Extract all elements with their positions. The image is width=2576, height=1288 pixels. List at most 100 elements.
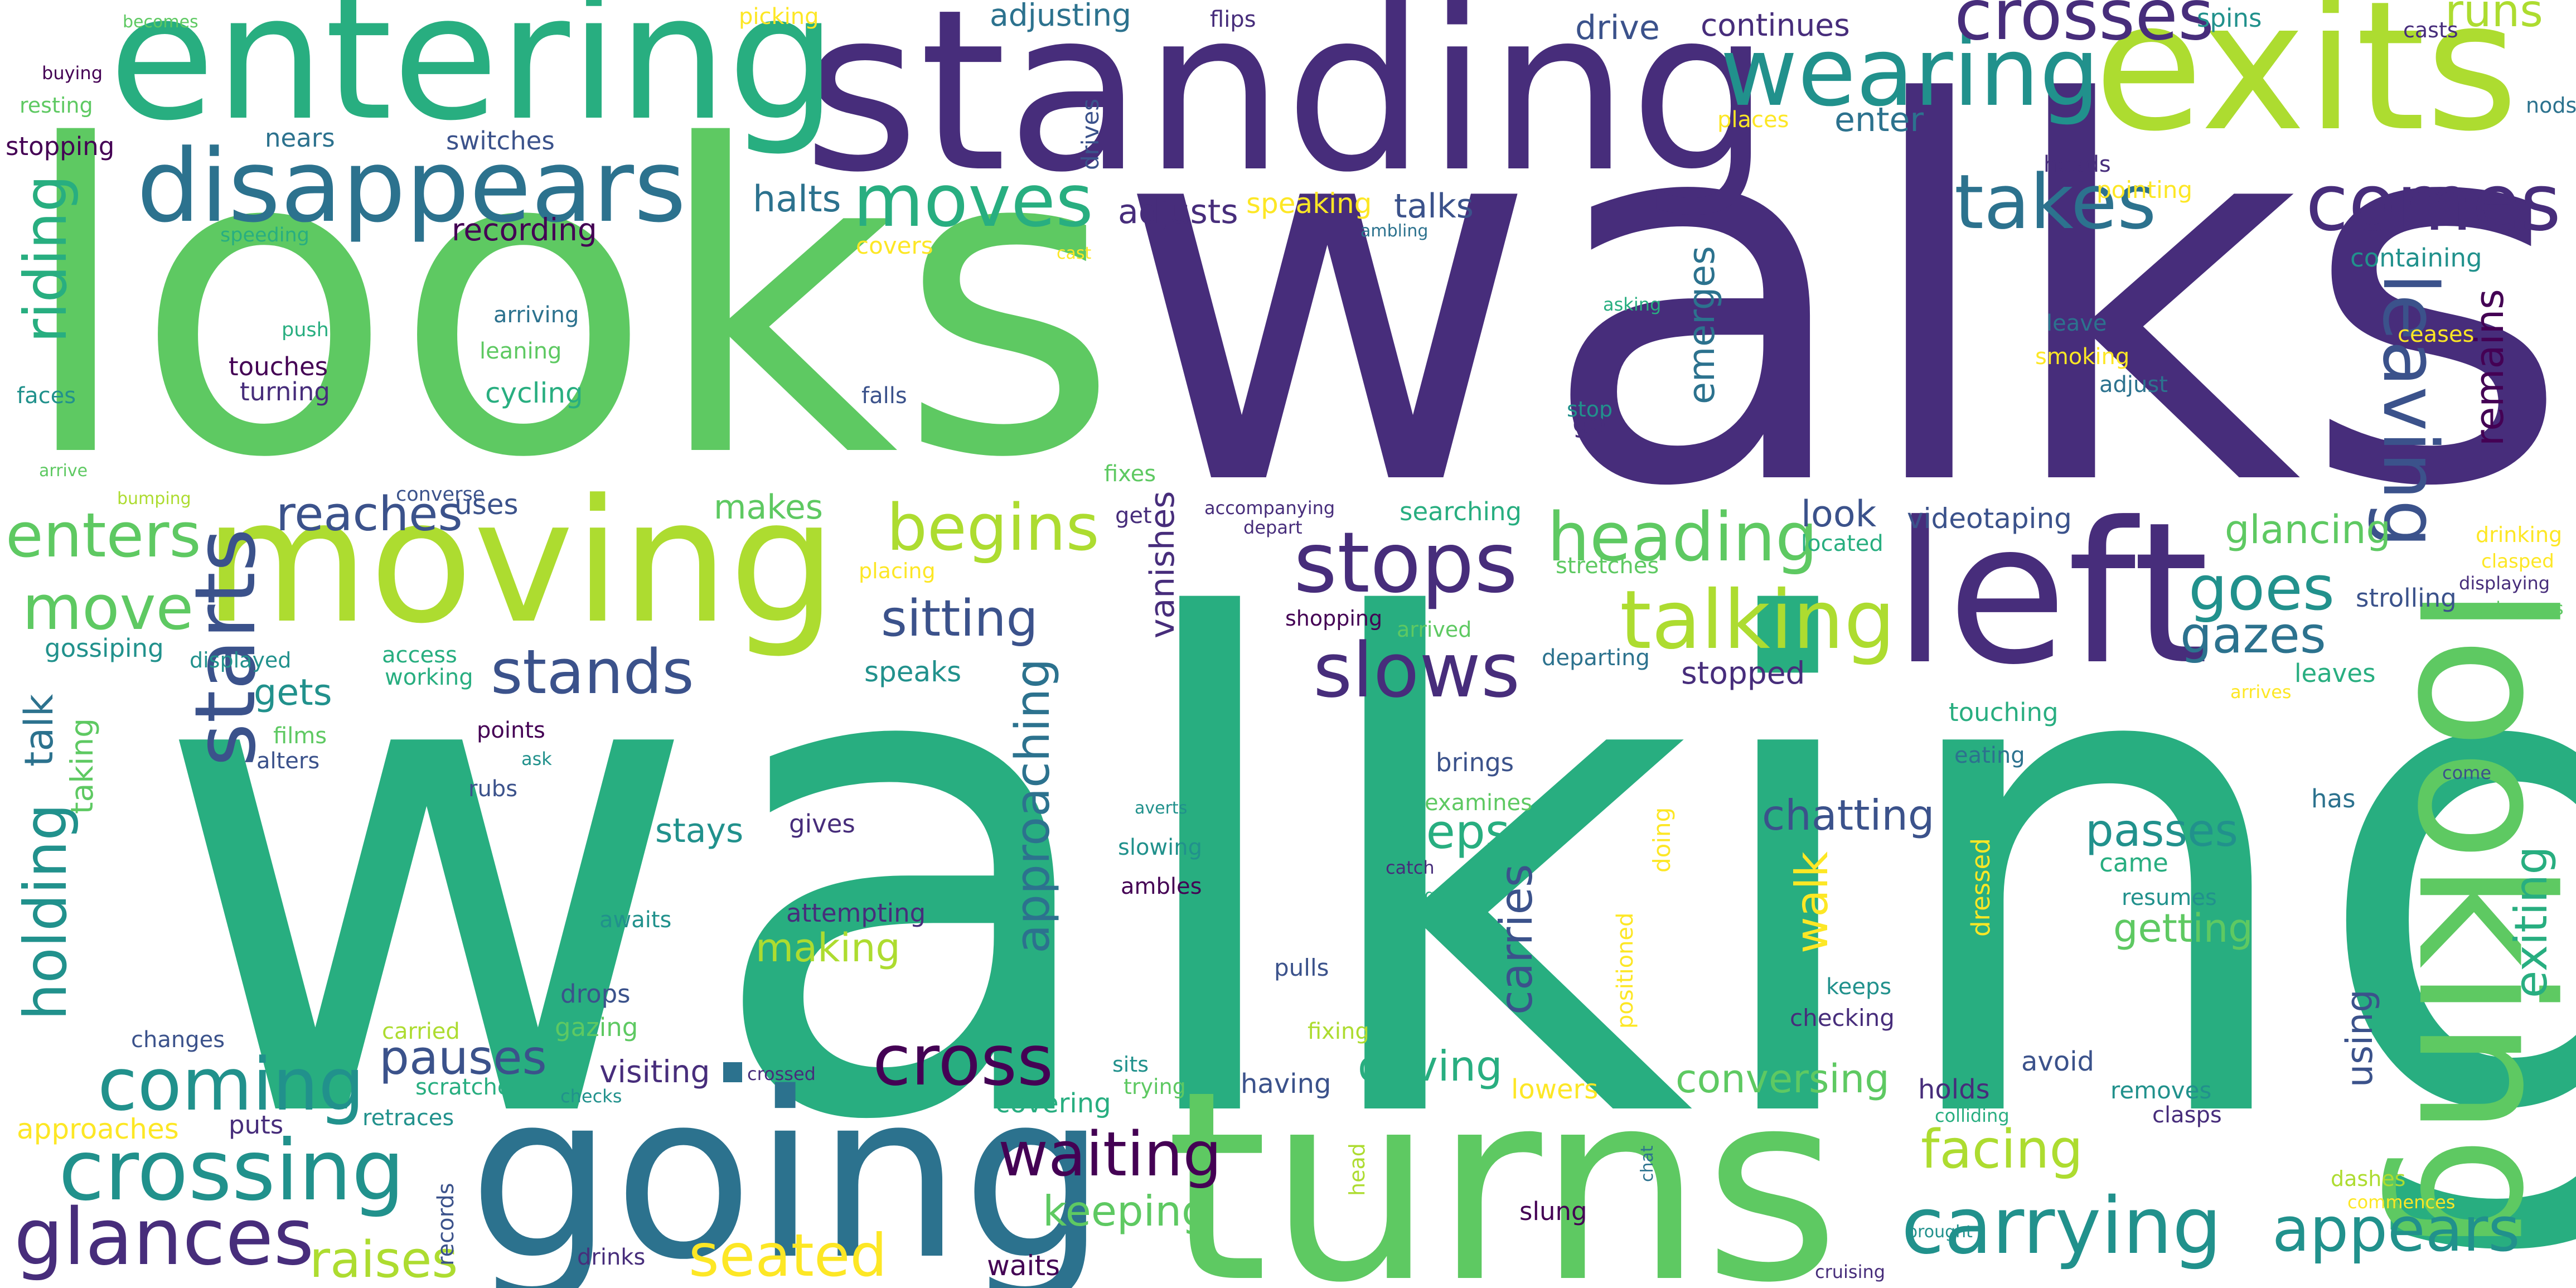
word: checks [560, 1086, 622, 1107]
word: arriving [493, 302, 579, 328]
word: turning [240, 377, 330, 406]
word: stops [1294, 515, 1518, 612]
word: adjust [2099, 372, 2168, 398]
word: begins [887, 491, 1100, 565]
word: glancing [2225, 507, 2391, 553]
word: walking [151, 483, 2576, 1268]
word: steps [1383, 805, 1510, 860]
word: runs [2445, 0, 2543, 37]
word: enter [1834, 100, 1924, 139]
word: removes [2110, 1077, 2212, 1104]
word: becomes [123, 12, 198, 32]
word: eating [1954, 743, 2025, 768]
word: vanishes [1143, 491, 1182, 638]
word: catch [1386, 857, 1435, 878]
word: places [1717, 107, 1789, 133]
word: arrived [1397, 617, 1472, 642]
word: head [1345, 1143, 1369, 1196]
word: dressed [1966, 838, 1996, 937]
word: walks [1115, 0, 2572, 600]
word: carried [382, 1019, 460, 1044]
word: falls [861, 383, 907, 409]
word: continues [1701, 7, 1850, 43]
small-rectangle-mark [723, 1062, 742, 1082]
word: drinks [577, 1245, 646, 1270]
word: cast [1057, 244, 1092, 263]
word: strolling [2356, 583, 2457, 613]
word: ask [521, 748, 552, 769]
word: drive [1575, 8, 1660, 47]
word: covering [995, 1088, 1111, 1119]
word: entering [109, 0, 837, 159]
word: awaits [599, 907, 672, 933]
word: heading [1547, 499, 1818, 577]
word: pointing [2096, 176, 2193, 204]
word: brings [1436, 748, 1514, 777]
word: talk [16, 694, 62, 767]
word: adjusts [1118, 192, 1238, 231]
word: resting [20, 93, 93, 118]
word: has [2311, 784, 2356, 814]
word: buying [42, 62, 103, 84]
word: arrive [39, 461, 88, 481]
word: gives [789, 809, 855, 839]
word: adjusting [990, 0, 1132, 33]
word: facing [1921, 1119, 2083, 1180]
word: using [2339, 989, 2381, 1087]
word: points [477, 718, 545, 743]
word: containing [2350, 243, 2482, 273]
word: leaves [2294, 658, 2376, 688]
word: crossed [747, 1063, 816, 1084]
word: looks [17, 57, 1120, 550]
word: casts [2403, 18, 2458, 42]
word: lowers [1511, 1074, 1599, 1105]
word: appears [2272, 1194, 2520, 1265]
word: carries [1490, 864, 1542, 1015]
word: averts [1135, 798, 1188, 818]
word: go [1572, 408, 1606, 439]
word: holding [12, 803, 80, 1020]
word: gets [254, 672, 332, 714]
word: depart [1243, 517, 1302, 538]
word: checking [1790, 1004, 1895, 1032]
word: asking [1603, 294, 1662, 315]
word: drives [1077, 98, 1104, 170]
word: accompanying [1204, 497, 1335, 519]
word: holds [1918, 1074, 1990, 1105]
word: searching [1400, 497, 1522, 526]
word: alters [256, 748, 320, 774]
word: sitting [881, 589, 1038, 648]
word: displayed [190, 648, 292, 672]
word: touches [229, 352, 328, 381]
word: cruising [1815, 1261, 1886, 1282]
word: halts [753, 178, 841, 220]
word: arrives [2230, 681, 2292, 703]
word: touching [1949, 698, 2059, 727]
word: resumes [2122, 885, 2217, 911]
word: makes [714, 488, 823, 527]
word: stopping [6, 132, 115, 161]
word: nears [265, 123, 335, 153]
word: rubs [468, 776, 518, 802]
word: displaying [2459, 573, 2550, 594]
word: chat [1638, 1145, 1657, 1182]
word: trying [1124, 1074, 1186, 1099]
word: fixing [1308, 1019, 1369, 1044]
word: attempting [786, 898, 926, 928]
word: commences [2347, 1192, 2456, 1213]
word: get [1115, 503, 1152, 529]
word: stopped [1681, 655, 1805, 691]
word: stays [655, 811, 744, 850]
word: slowing [1118, 835, 1202, 860]
word: visiting [599, 1054, 710, 1090]
word: switches [446, 126, 555, 156]
word: flips [1210, 7, 1256, 32]
word: advances [2478, 598, 2564, 619]
word: access [382, 642, 457, 668]
word: disappears [137, 128, 686, 245]
word: records [433, 1183, 459, 1266]
word: riding [12, 175, 80, 343]
word: speaking [1246, 187, 1372, 220]
word: bumping [117, 489, 191, 509]
